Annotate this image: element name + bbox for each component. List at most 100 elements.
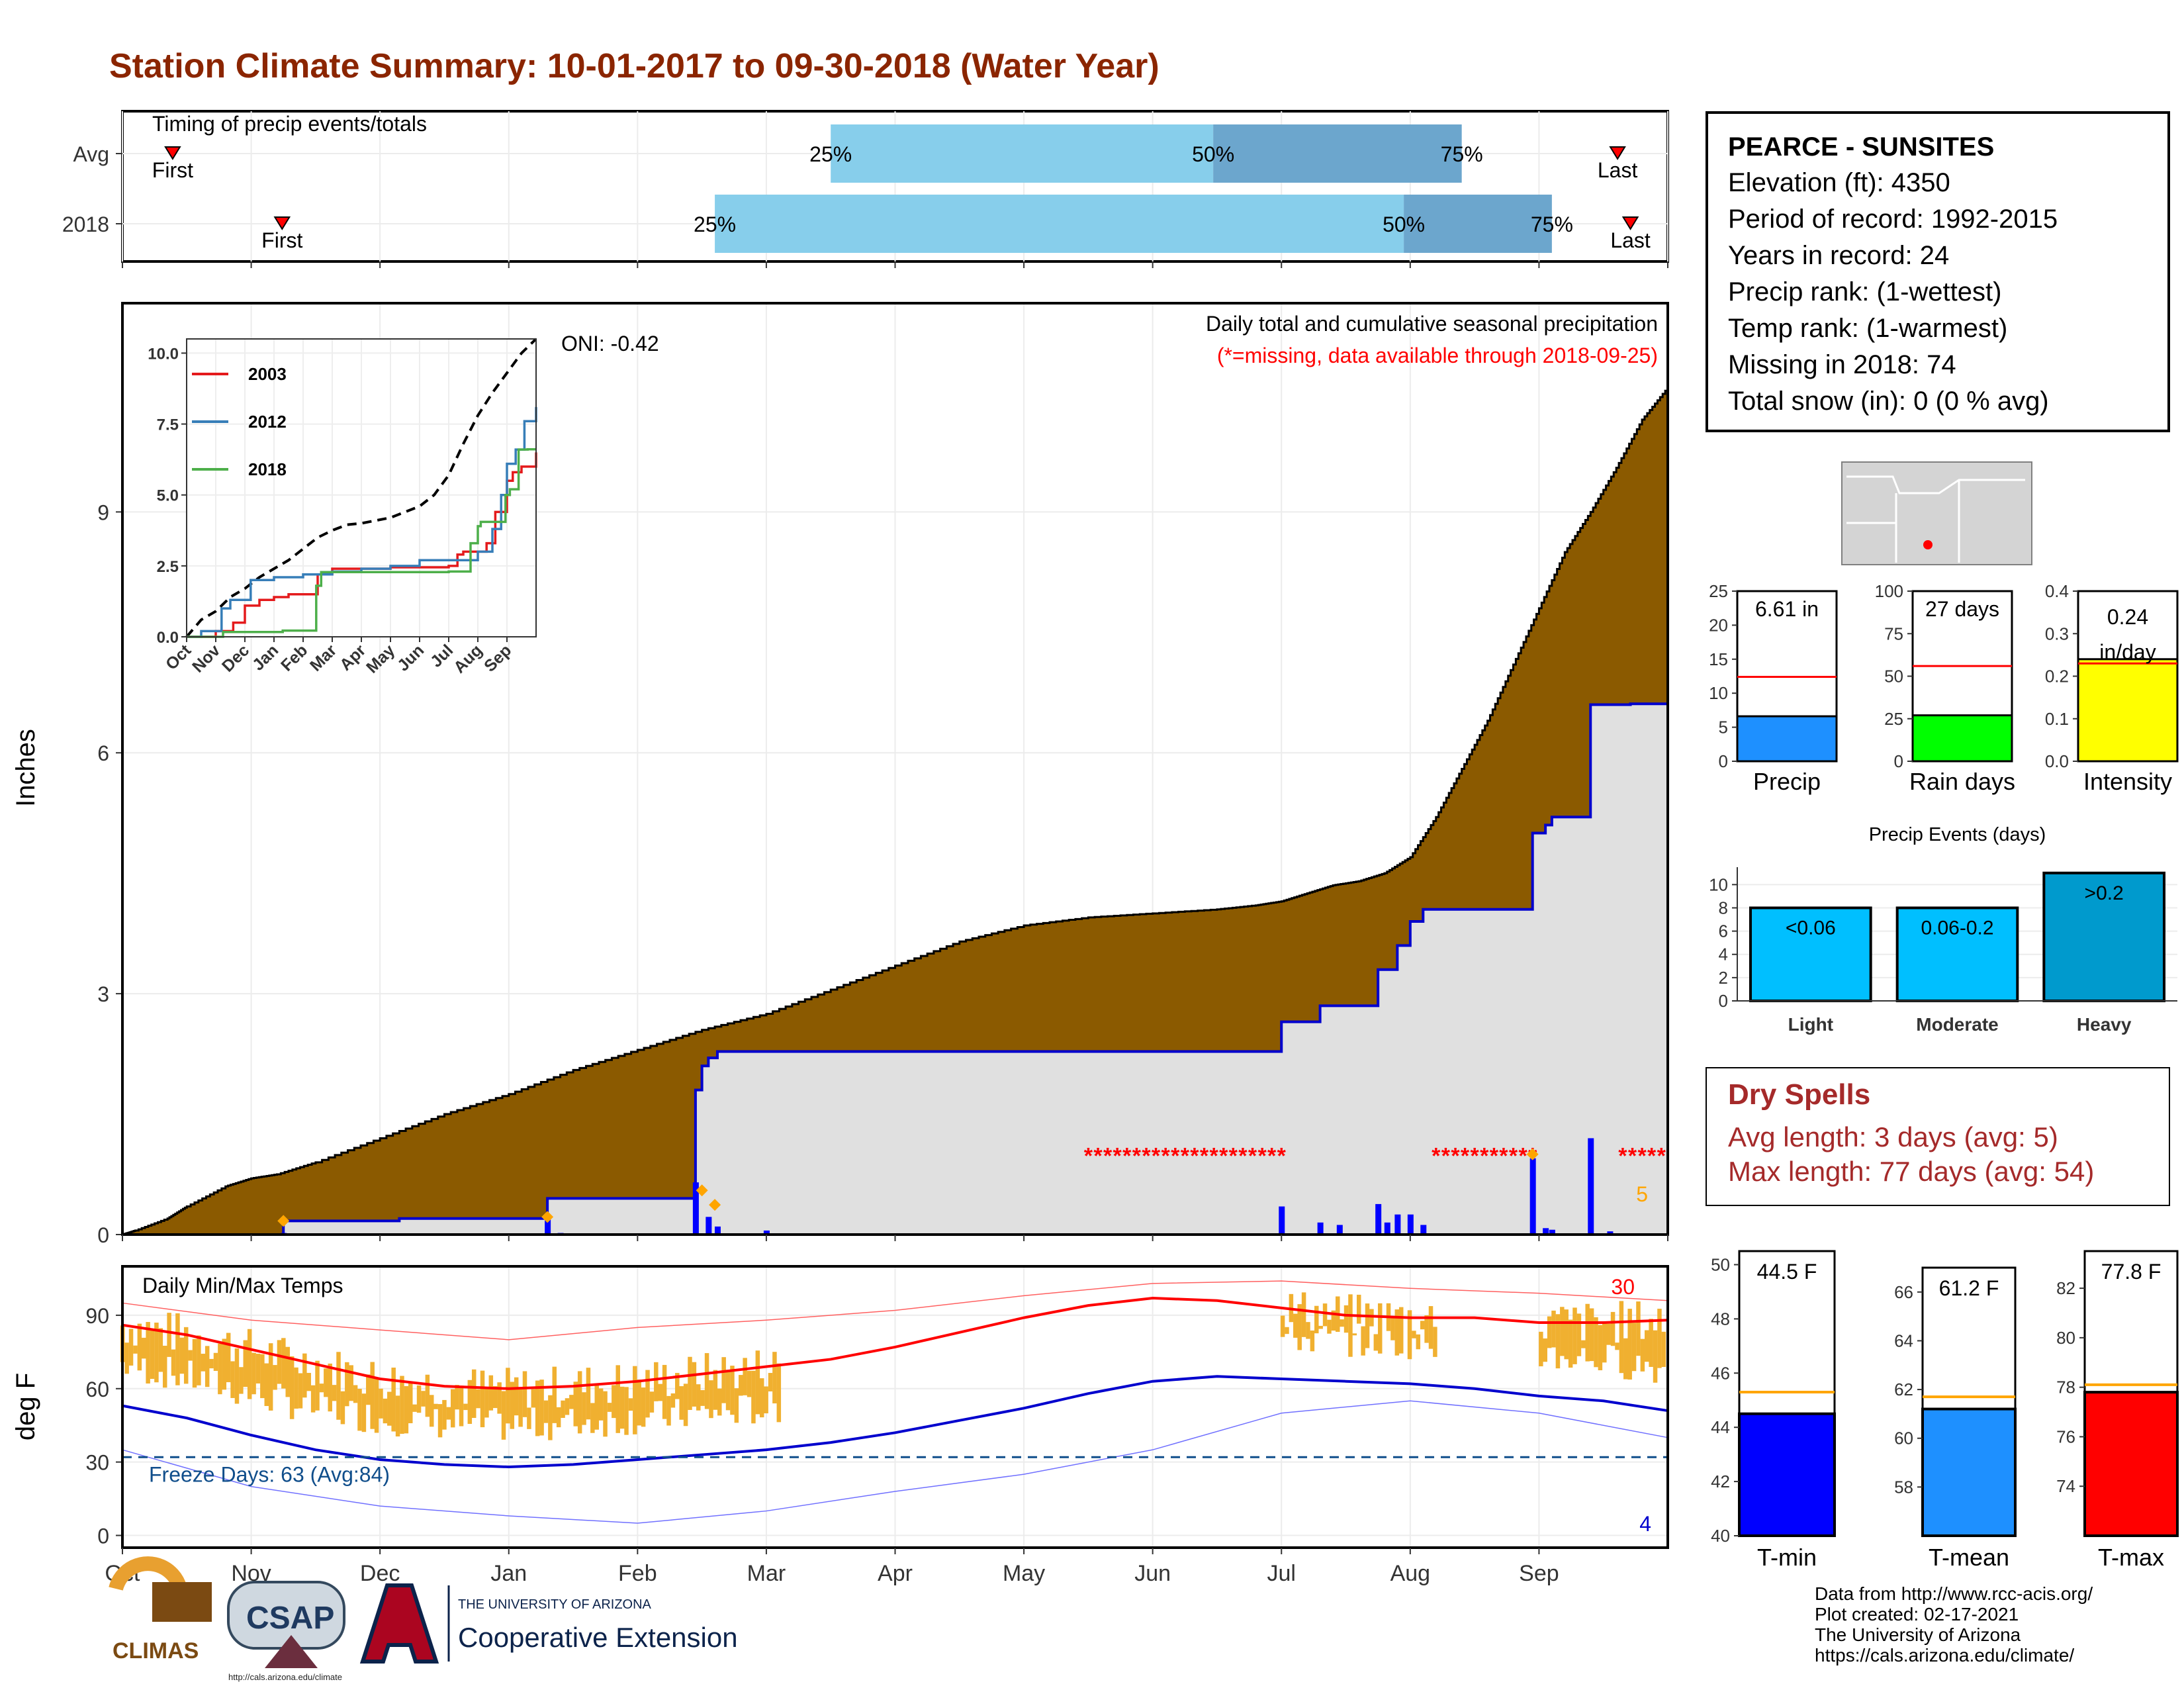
temp-daily-bar (539, 1380, 544, 1436)
missing-marker: * (1490, 1144, 1499, 1169)
station-name: PEARCE - SUNSITES (1728, 132, 1995, 162)
temp-daily-bar (1602, 1323, 1607, 1363)
missing-marker: * (1209, 1144, 1218, 1169)
temp-daily-bar (603, 1391, 608, 1437)
timing-row-label: 2018 (62, 212, 109, 236)
station-missing: Missing in 2018: 74 (1728, 350, 1956, 379)
mini-temp-tick-label: 46 (1711, 1363, 1730, 1383)
temp-daily-bar (1572, 1307, 1577, 1364)
timing-p75-label: 75% (1441, 142, 1483, 166)
temp-daily-bar (294, 1367, 298, 1409)
map-state-boundary (1846, 475, 2025, 494)
mini-precip-tick-label: 0.0 (2045, 751, 2069, 771)
timing-last-marker (1609, 146, 1626, 160)
precip-daily-bar (1384, 1222, 1390, 1235)
temp-daily-bar (328, 1363, 332, 1412)
temp-daily-bar (319, 1383, 324, 1393)
temp-daily-bar (535, 1380, 540, 1436)
mini-precip-tick-label: 15 (1709, 649, 1728, 669)
temp-daily-bar (607, 1403, 612, 1412)
precip-daily-bar (1317, 1222, 1324, 1235)
temp-daily-bar (374, 1378, 379, 1433)
precip-ytick-label: 0 (97, 1223, 109, 1247)
temp-daily-bar (408, 1383, 413, 1424)
temp-daily-bar (1420, 1321, 1425, 1330)
temp-daily-bar (1306, 1322, 1310, 1339)
inset-series-2012 (187, 406, 537, 638)
cold-days-count: 4 (1639, 1512, 1651, 1536)
temp-daily-bar (1377, 1303, 1383, 1354)
missing-marker: * (1657, 1144, 1666, 1169)
precip-ytick-label: 9 (97, 500, 109, 524)
temp-daily-bar (1581, 1340, 1586, 1348)
temp-daily-bar (543, 1400, 549, 1423)
temp-ytick-label: 90 (85, 1304, 109, 1328)
temp-daily-bar (437, 1404, 443, 1438)
mini-precip-category: Rain days (1909, 768, 2015, 795)
temp-daily-bar (1649, 1319, 1653, 1367)
temp-daily-bar (641, 1387, 646, 1427)
timing-first-label: First (152, 158, 193, 182)
temp-daily-bar (696, 1384, 701, 1411)
temp-xtick-label: Jun (1134, 1561, 1171, 1586)
temp-daily-bar (633, 1366, 637, 1434)
mini-precip-tick-label: 25 (1709, 581, 1728, 601)
temp-daily-bar (662, 1364, 667, 1419)
temp-daily-bar (1318, 1325, 1323, 1329)
temp-daily-bar (772, 1352, 777, 1404)
temp-xtick-label: Dec (360, 1561, 400, 1586)
precip-daily-bar (1529, 1158, 1536, 1235)
temp-daily-bar (298, 1373, 303, 1409)
temp-daily-bar (467, 1380, 473, 1425)
temp-daily-bar (776, 1363, 782, 1423)
temp-daily-bar (357, 1388, 362, 1431)
dry-spells-avg: Avg length: 3 days (avg: 5) (1728, 1121, 2058, 1152)
temp-daily-bar (1301, 1292, 1306, 1337)
inset-series-2018 (187, 447, 536, 638)
events-bar (1895, 906, 2019, 1003)
events-tick-label: 6 (1719, 921, 1728, 941)
temp-daily-bar (658, 1383, 662, 1401)
missing-marker: * (1628, 1144, 1637, 1169)
temp-daily-bar (395, 1395, 400, 1436)
events-category: Light (1788, 1014, 1833, 1035)
precip-2018-line (122, 702, 1668, 1236)
temp-daily-bar (234, 1348, 240, 1404)
temp-daily-bar (704, 1353, 709, 1409)
temp-daily-bar (645, 1370, 650, 1418)
events-tick-label: 0 (1719, 991, 1728, 1011)
temp-daily-bar (1640, 1338, 1645, 1372)
temp-daily-bar (1547, 1316, 1552, 1348)
temp-daily-bar (649, 1391, 655, 1413)
temp-daily-bar (1310, 1330, 1315, 1352)
temp-daily-bar (1433, 1327, 1437, 1357)
precip-daily-bar (1375, 1203, 1382, 1235)
temp-daily-bar (1657, 1309, 1662, 1368)
temp-daily-bar (1398, 1307, 1404, 1354)
precip-daily-bar (1279, 1206, 1285, 1235)
temp-daily-bar (158, 1328, 163, 1372)
events-title: Precip Events (days) (1869, 824, 2046, 845)
precip-2018-area (122, 704, 1668, 1235)
mini-temp-tick-label: 42 (1711, 1472, 1730, 1491)
temp-xtick-label: Apr (878, 1561, 913, 1586)
precip-daily-bar (692, 1182, 699, 1235)
temp-daily-bar (137, 1323, 142, 1371)
precip-event-marker (1526, 1148, 1539, 1160)
mini-precip-tick-label: 0.1 (2045, 709, 2069, 729)
oni-label: ONI: -0.42 (561, 332, 659, 355)
inset-ytick-label: 5.0 (157, 487, 179, 505)
temp-daily-bar (688, 1356, 692, 1410)
temp-daily-bar (666, 1395, 671, 1426)
timing-p25-label: 25% (694, 212, 736, 236)
temp-daily-bar (1373, 1334, 1379, 1351)
temp-daily-bar (273, 1365, 277, 1390)
temp-daily-bar (226, 1333, 231, 1383)
temp-xtick-label: Aug (1390, 1561, 1431, 1586)
missing-marker: * (1238, 1144, 1248, 1169)
temp-daily-bar (1627, 1309, 1632, 1380)
temp-daily-bar (201, 1354, 206, 1372)
timing-first-marker (164, 146, 181, 160)
precip-daily-bar (1407, 1214, 1414, 1235)
climas-shape-icon (152, 1582, 212, 1622)
